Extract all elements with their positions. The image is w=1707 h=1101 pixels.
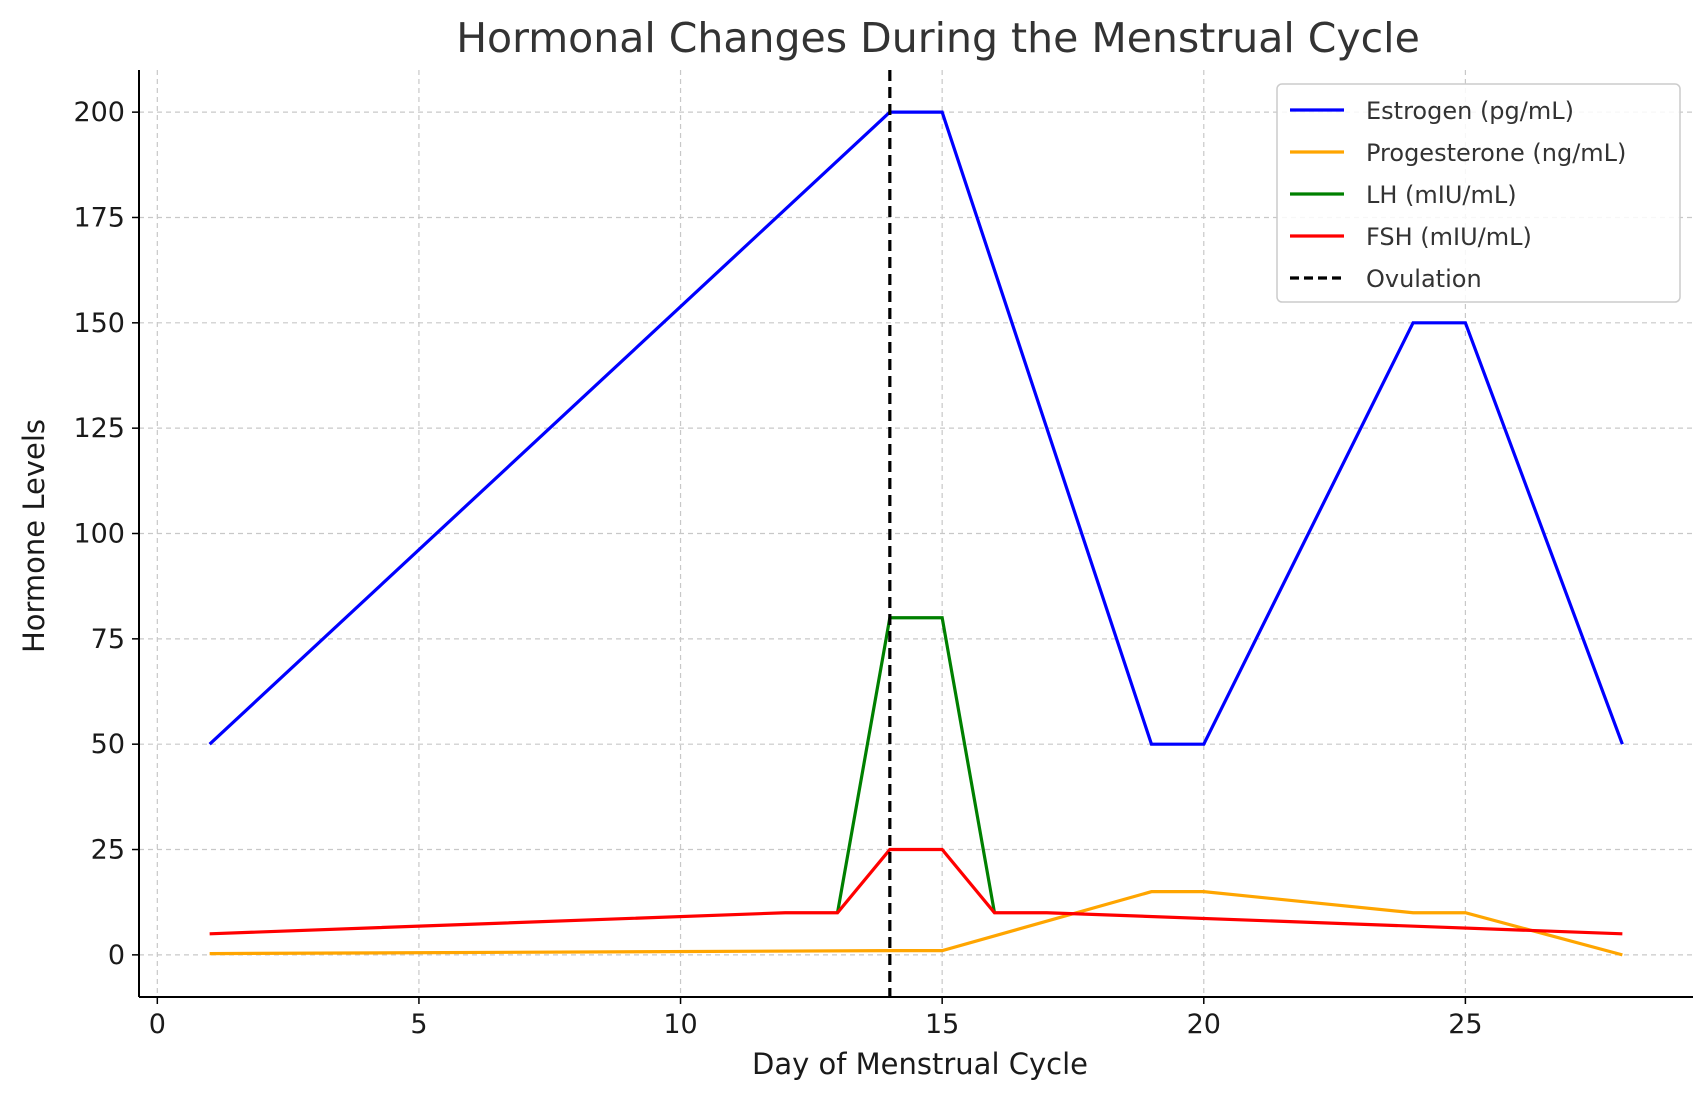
series-line-2 <box>209 890 1623 957</box>
y-tick-label: 175 <box>73 202 125 233</box>
y-tick-label: 150 <box>73 308 125 339</box>
legend-label: Estrogen (pg/mL) <box>1366 97 1574 125</box>
y-tick-label: 75 <box>91 624 125 655</box>
legend-label: Ovulation <box>1366 265 1482 293</box>
y-tick-label: 125 <box>73 413 125 444</box>
y-axis-label: Hormone Levels <box>17 419 51 653</box>
series-layer <box>208 70 1624 997</box>
x-tick-label: 20 <box>1187 1009 1221 1040</box>
legend-label: LH (mIU/mL) <box>1366 181 1517 209</box>
y-tick-label: 25 <box>91 835 125 866</box>
x-tick-label: 10 <box>663 1009 697 1040</box>
legend-label: Progesterone (ng/mL) <box>1366 139 1626 167</box>
x-tick-label: 15 <box>925 1009 959 1040</box>
legend-box <box>1276 83 1681 303</box>
y-tick-label: 0 <box>108 940 125 971</box>
x-tick-label: 25 <box>1448 1009 1482 1040</box>
y-tick-label: 50 <box>91 729 125 760</box>
ticks: 0 5 10 15 20 25 0 25 50 75 100 125 150 175 200 <box>73 97 1482 1040</box>
y-tick-label: 100 <box>73 519 125 550</box>
legend: Estrogen (pg/mL) Progesterone (ng/mL) LH (… <box>1276 83 1681 303</box>
x-tick-label: 0 <box>149 1009 166 1040</box>
y-tick-label: 200 <box>73 97 125 128</box>
series-line-4 <box>209 847 1623 936</box>
legend-label: FSH (mIU/mL) <box>1366 223 1532 251</box>
series-line-1 <box>208 110 1624 746</box>
x-axis-label: Day of Menstrual Cycle <box>752 1047 1088 1081</box>
x-tick-label: 5 <box>410 1009 427 1040</box>
chart-title: Hormonal Changes During the Menstrual Cy… <box>456 14 1420 62</box>
series-line-3 <box>835 616 997 914</box>
